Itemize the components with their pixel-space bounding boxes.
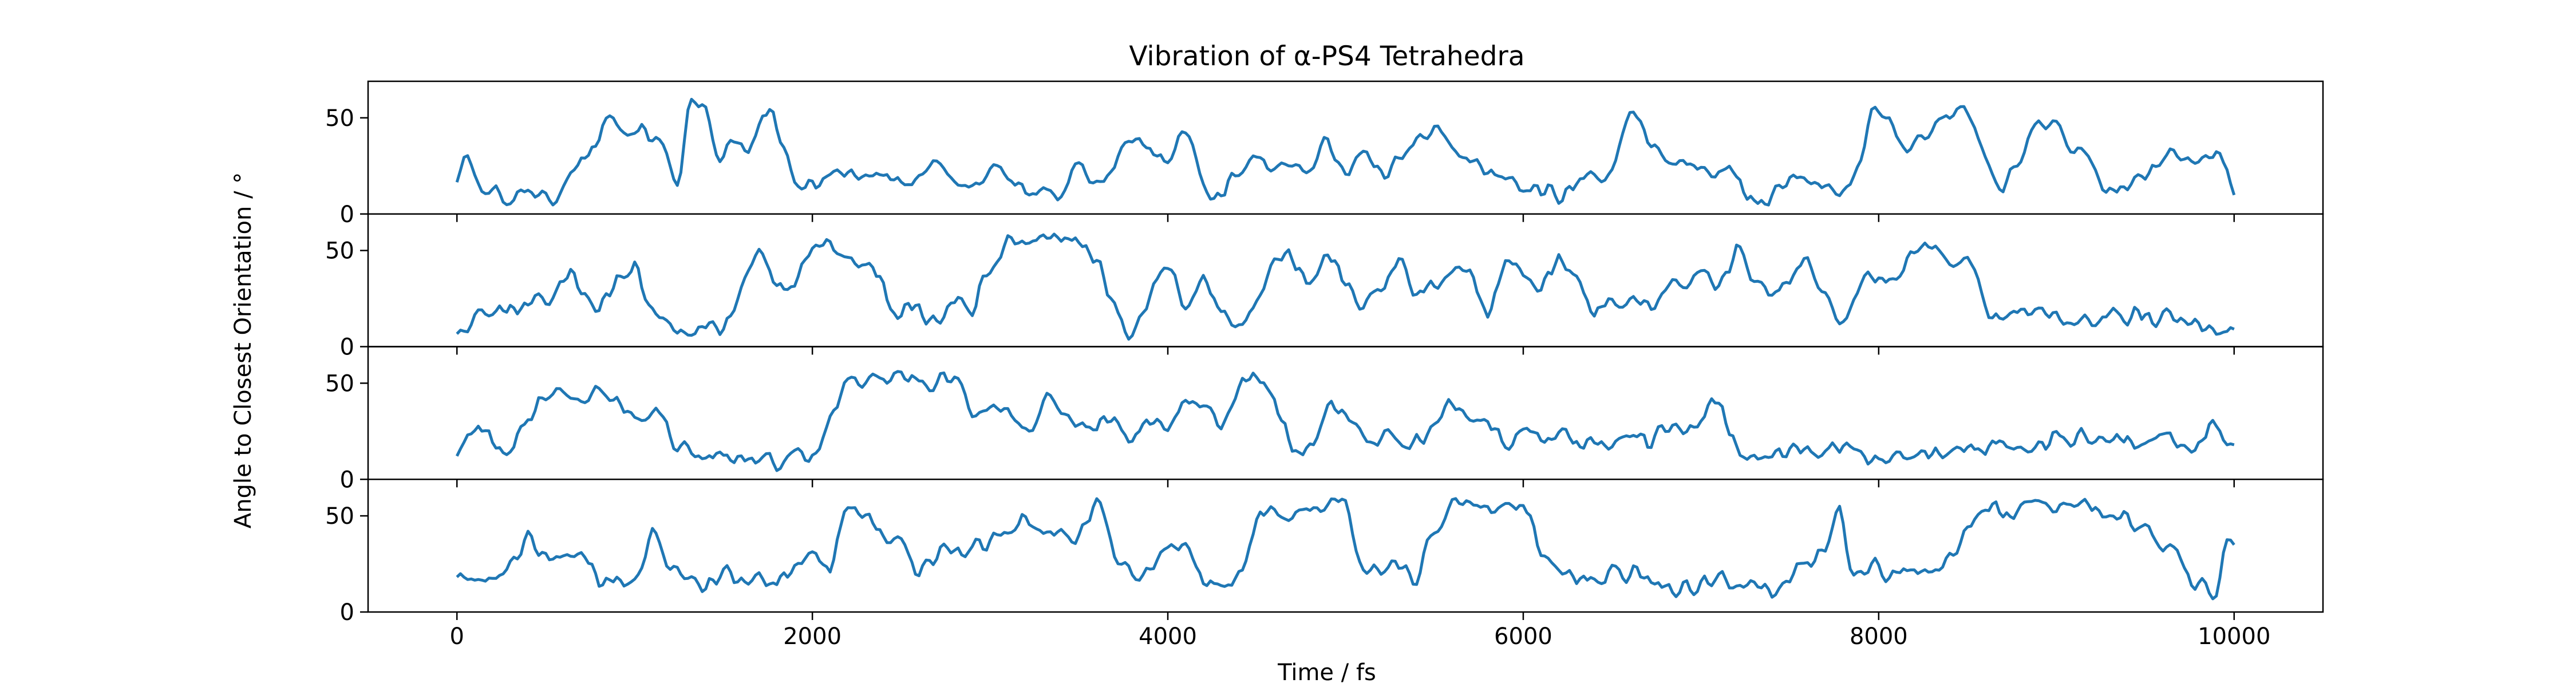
x-tick-label: 8000 bbox=[1850, 623, 1908, 650]
y-tick-label: 50 bbox=[325, 370, 354, 397]
y-tick-label: 0 bbox=[340, 467, 354, 493]
x-axis-label: Time / fs bbox=[1277, 660, 1376, 686]
x-tick-label: 4000 bbox=[1139, 623, 1197, 650]
y-tick-label: 50 bbox=[325, 238, 354, 264]
y-tick-label: 0 bbox=[340, 599, 354, 626]
chart-title: Vibration of α-PS4 Tetrahedra bbox=[1129, 41, 1524, 72]
series-line-panel-3 bbox=[455, 370, 2235, 472]
panel-frame-4 bbox=[367, 479, 2324, 613]
y-axis-label: Angle to Closest Orientation / ° bbox=[230, 172, 256, 528]
series-line-panel-4 bbox=[456, 497, 2235, 601]
x-tick-label: 0 bbox=[450, 623, 464, 650]
series-line-panel-2 bbox=[456, 232, 2235, 341]
x-tick-label: 6000 bbox=[1494, 623, 1552, 650]
y-tick-label: 50 bbox=[325, 503, 354, 530]
panels-group: 0 50 0 50 0 50 0 50 0 2000 4000 6000 8000 10000 bbox=[325, 80, 2324, 650]
series-line-panel-1 bbox=[455, 97, 2236, 207]
x-tick-label: 2000 bbox=[783, 623, 841, 650]
x-tick-label: 10000 bbox=[2198, 623, 2270, 650]
y-tick-label: 0 bbox=[340, 334, 354, 361]
y-tick-label: 50 bbox=[325, 105, 354, 132]
y-tick-label: 0 bbox=[340, 202, 354, 228]
